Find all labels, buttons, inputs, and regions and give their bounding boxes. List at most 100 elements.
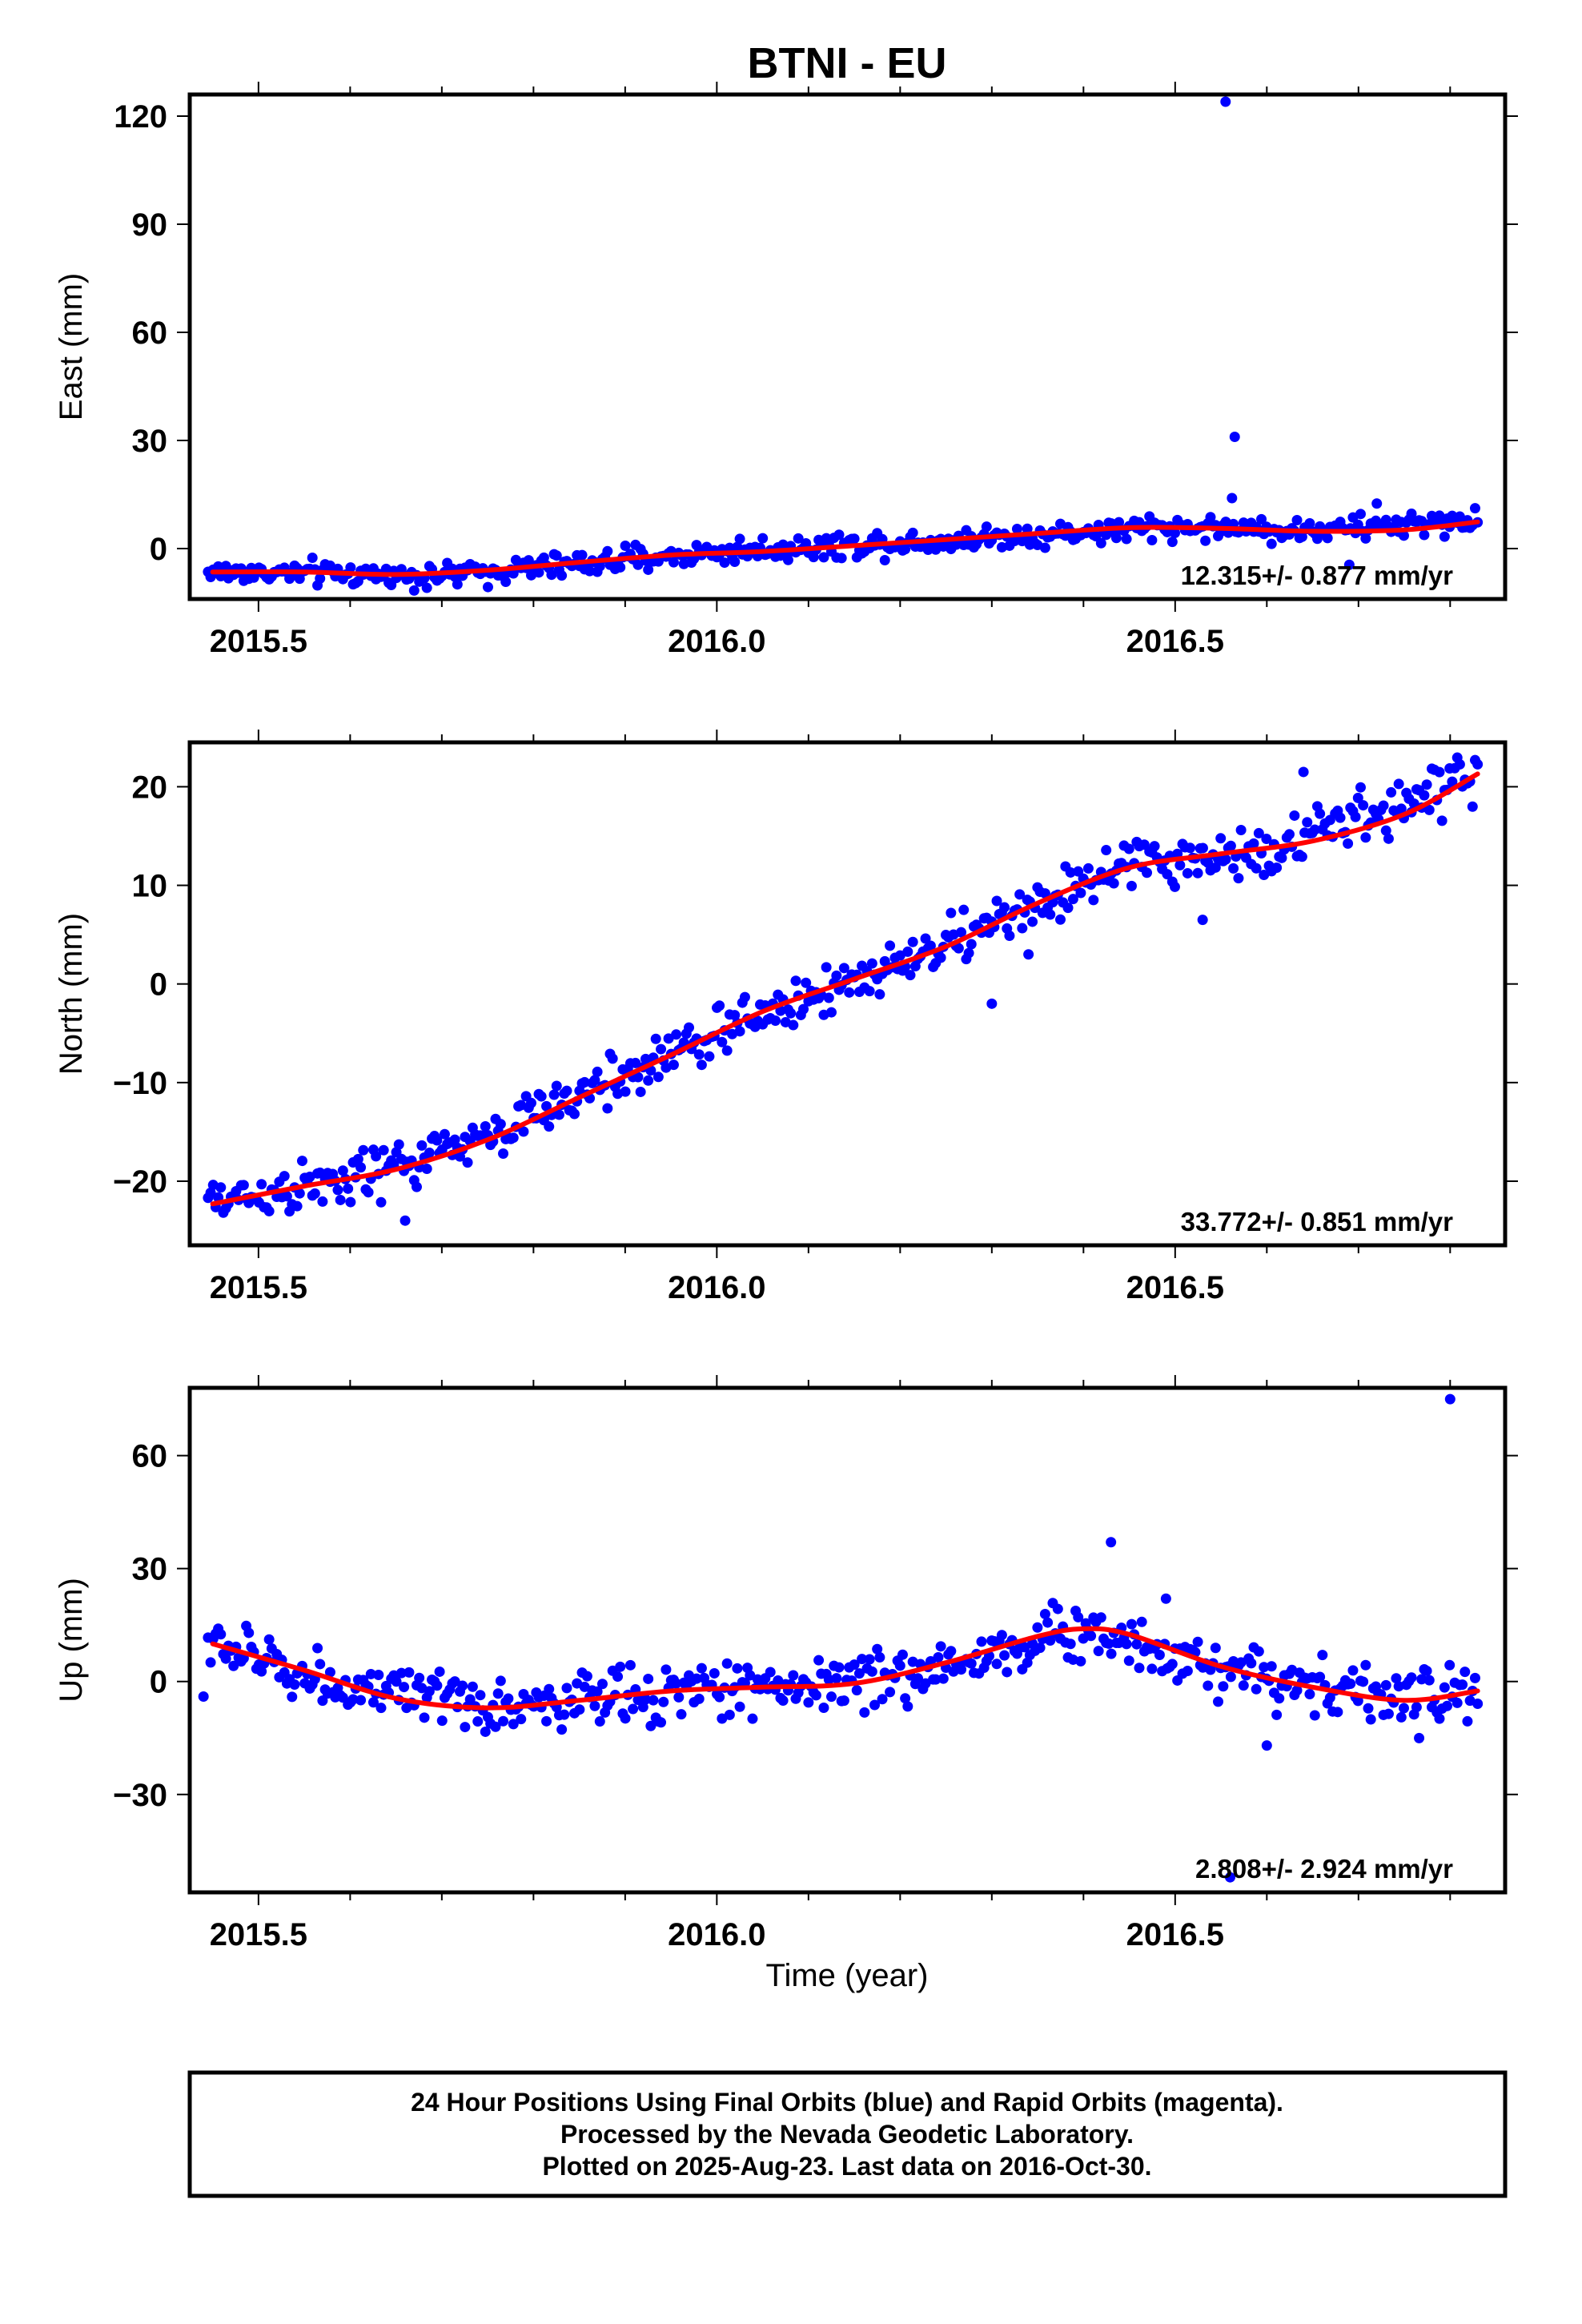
position-point <box>551 550 562 561</box>
y-axis-label: Up (mm) <box>54 1578 89 1703</box>
position-point <box>635 1086 646 1097</box>
position-point <box>844 987 855 998</box>
position-point <box>1154 1650 1165 1661</box>
position-point <box>981 521 992 533</box>
x-tick-label: 2015.5 <box>210 624 307 659</box>
position-point <box>684 1022 695 1033</box>
position-point <box>630 1057 641 1068</box>
position-point <box>315 1659 326 1670</box>
position-point <box>1439 1682 1450 1693</box>
position-point <box>1447 776 1458 787</box>
position-point <box>1335 812 1346 823</box>
position-point <box>243 1627 255 1638</box>
position-point <box>1358 800 1369 811</box>
y-tick-label: 30 <box>132 1552 168 1587</box>
north-panel: 2015.5 2016.0 2016.5 −20 −10 0 10 20 North (mm) 3… <box>54 730 1518 1305</box>
position-point <box>1355 782 1366 793</box>
footer-box <box>187 2070 1508 2198</box>
position-point <box>508 568 519 579</box>
position-point <box>457 1680 468 1691</box>
position-point <box>1302 817 1313 828</box>
position-point <box>693 1049 705 1060</box>
position-point <box>1380 825 1391 836</box>
fit-curve <box>210 771 1480 1207</box>
position-point <box>1378 800 1389 811</box>
position-point <box>561 1683 572 1694</box>
position-point <box>1182 1665 1193 1676</box>
position-point <box>652 1072 664 1083</box>
position-point <box>256 1179 267 1190</box>
position-point <box>1045 909 1056 920</box>
position-point <box>1086 1630 1097 1642</box>
position-point <box>312 1642 323 1654</box>
position-point <box>1213 1696 1224 1707</box>
position-point <box>1235 825 1247 836</box>
position-point <box>877 1694 888 1705</box>
position-point <box>424 1148 435 1159</box>
position-point <box>1317 1650 1328 1661</box>
position-point <box>607 1053 618 1064</box>
position-point <box>367 1697 379 1708</box>
position-point <box>1266 538 1277 549</box>
position-point <box>719 557 730 569</box>
position-point <box>404 1667 415 1678</box>
position-point <box>1004 931 1015 942</box>
position-point <box>696 1059 707 1071</box>
position-point <box>503 1693 514 1704</box>
position-point <box>1345 1678 1356 1689</box>
position-point <box>704 1051 715 1062</box>
position-point <box>1218 1681 1229 1692</box>
position-point <box>1039 888 1050 899</box>
outlier-point <box>400 1215 411 1226</box>
x-tick-label: 2015.5 <box>210 1917 307 1952</box>
position-point <box>671 1678 682 1689</box>
outlier-point <box>1225 1872 1236 1883</box>
position-point <box>851 1685 862 1696</box>
position-point <box>411 1181 422 1192</box>
position-point <box>676 1709 687 1720</box>
position-point <box>897 1649 908 1660</box>
position-point <box>1419 529 1430 541</box>
position-point <box>1398 1703 1409 1714</box>
position-point <box>836 553 847 564</box>
position-point <box>1414 1732 1425 1743</box>
outlier-point <box>1261 1740 1272 1751</box>
position-point <box>866 958 877 969</box>
position-point <box>864 1654 875 1665</box>
position-point <box>902 946 913 957</box>
x-axis-label: Time (year) <box>766 1958 929 1993</box>
position-point <box>1197 842 1208 854</box>
position-point <box>1169 528 1180 539</box>
position-point <box>1054 914 1066 925</box>
position-point <box>1259 1662 1270 1673</box>
position-point <box>1360 832 1371 843</box>
position-point <box>1103 1638 1114 1649</box>
outlier-point <box>1298 766 1309 778</box>
position-point <box>1452 1697 1463 1708</box>
position-point <box>518 1126 529 1137</box>
position-point <box>782 554 793 565</box>
position-point <box>691 1673 702 1684</box>
position-point <box>541 1100 552 1112</box>
position-point <box>1271 1709 1283 1720</box>
position-point <box>966 939 977 950</box>
position-point <box>1439 531 1450 542</box>
position-point <box>1444 1659 1456 1671</box>
position-point <box>1472 758 1484 770</box>
position-point <box>958 904 970 915</box>
position-point <box>393 1139 404 1150</box>
position-point <box>1110 533 1122 544</box>
position-point <box>813 1655 825 1666</box>
position-point <box>548 1089 560 1100</box>
position-point <box>624 1659 636 1671</box>
position-point <box>818 552 829 563</box>
position-point <box>991 1659 1002 1670</box>
position-point <box>1423 1675 1435 1686</box>
position-point <box>648 1695 659 1706</box>
position-point <box>1126 880 1137 891</box>
position-point <box>1067 894 1078 905</box>
position-point <box>263 1205 275 1216</box>
position-point <box>490 1721 501 1732</box>
position-point <box>1363 1703 1374 1714</box>
